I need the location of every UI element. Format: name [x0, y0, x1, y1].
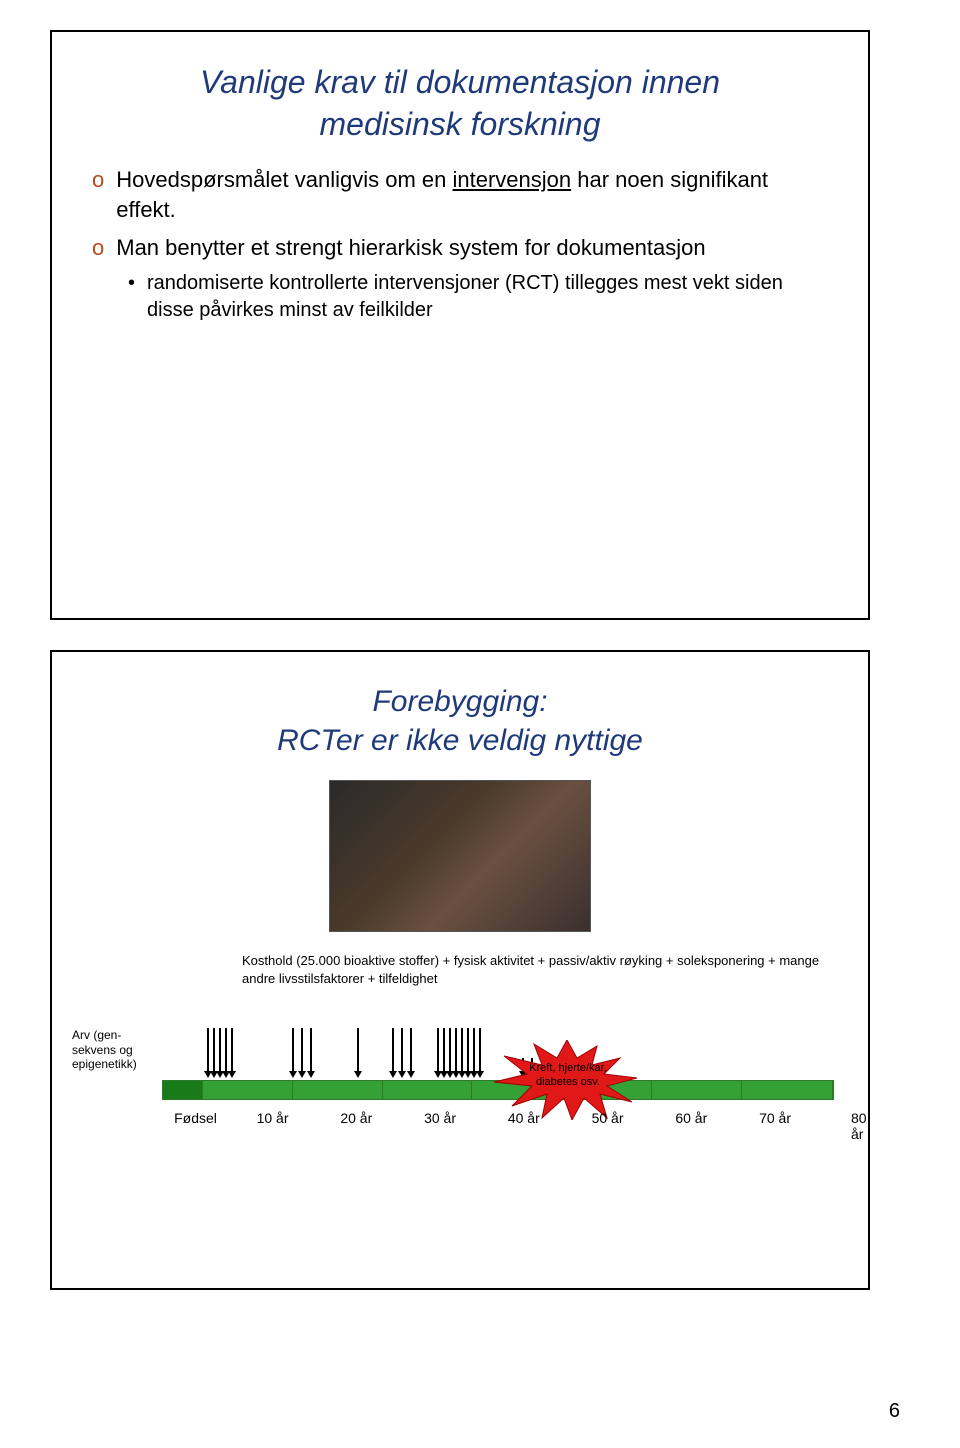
title2-line2: RCTer er ikke veldig nyttige [277, 724, 643, 757]
title-line1: Vanlige krav til dokumentasjon innen [200, 64, 720, 100]
page-number: 6 [889, 1400, 900, 1423]
axis-label: 10 år [257, 1110, 289, 1126]
axis-label: 70 år [759, 1110, 791, 1126]
bullet-2-sub-text: randomiserte kontrollerte intervensjoner… [147, 270, 828, 324]
arv-l3: epigenetikk) [72, 1057, 137, 1071]
arrow-icon [467, 1028, 469, 1072]
arrow-icon [219, 1028, 221, 1072]
arrow-icon [449, 1028, 451, 1072]
arrow-icon [392, 1028, 394, 1072]
bullet-2-sub: • randomiserte kontrollerte intervensjon… [128, 270, 828, 324]
arrow-icon [461, 1028, 463, 1072]
bar-segment [293, 1081, 383, 1099]
starburst-text: Kreft, hjerte/kar, diabetes osv. [508, 1062, 628, 1088]
bullet1-underlined: intervensjon [453, 167, 572, 192]
arrow-icon [213, 1028, 215, 1072]
axis-label: 50 år [592, 1110, 624, 1126]
arrow-icon [473, 1028, 475, 1072]
arrow-icon [310, 1028, 312, 1072]
arrow-icon [225, 1028, 227, 1072]
dot-marker: • [128, 270, 135, 297]
slide-2: Forebygging: RCTer er ikke veldig nyttig… [50, 650, 870, 1290]
axis-label: 80 år [851, 1110, 867, 1142]
bar-segment [742, 1081, 833, 1099]
slide2-title: Forebygging: RCTer er ikke veldig nyttig… [92, 682, 828, 760]
arv-l2: sekvens og [72, 1043, 133, 1057]
photo-placeholder [329, 780, 591, 932]
bar-segment [203, 1081, 293, 1099]
arrow-icon [479, 1028, 481, 1072]
lifecourse-diagram: Arv (gen- sekvens og epigenetikk) Kreft,… [92, 998, 828, 1178]
axis-label: 20 år [340, 1110, 372, 1126]
bullet-marker: o [92, 165, 104, 195]
sb-l1: Kreft, hjerte/kar, [529, 1062, 607, 1074]
arrow-icon [437, 1028, 439, 1072]
axis-label: 30 år [424, 1110, 456, 1126]
bullet-1-text: Hovedspørsmålet vanligvis om en interven… [116, 165, 828, 224]
title-line2: medisinsk forskning [320, 106, 601, 142]
bullet-1: o Hovedspørsmålet vanligvis om en interv… [92, 165, 828, 224]
bullet-2: o Man benytter et strengt hierarkisk sys… [92, 233, 828, 263]
bullet-marker: o [92, 233, 104, 263]
bullet1-pre: Hovedspørsmålet vanligvis om en [116, 167, 452, 192]
starburst: Kreft, hjerte/kar, diabetes osv. [492, 1040, 642, 1120]
arrow-icon [401, 1028, 403, 1072]
arrow-icon [443, 1028, 445, 1072]
slide1-title: Vanlige krav til dokumentasjon innen med… [92, 62, 828, 145]
arv-l1: Arv (gen- [72, 1028, 121, 1042]
arv-label: Arv (gen- sekvens og epigenetikk) [72, 1028, 137, 1071]
arrow-icon [301, 1028, 303, 1072]
arrow-icon [207, 1028, 209, 1072]
arrow-icon [455, 1028, 457, 1072]
sb-l2: diabetes osv. [536, 1076, 600, 1088]
axis-label: 40 år [508, 1110, 540, 1126]
axis-label: 60 år [675, 1110, 707, 1126]
caption: Kosthold (25.000 bioaktive stoffer) + fy… [242, 952, 828, 988]
title2-line1: Forebygging: [372, 685, 547, 718]
arrow-icon [292, 1028, 294, 1072]
slide-1: Vanlige krav til dokumentasjon innen med… [50, 30, 870, 620]
bar-segment [163, 1081, 203, 1099]
bar-segment [383, 1081, 473, 1099]
arrow-icon [231, 1028, 233, 1072]
bullet-2-text: Man benytter et strengt hierarkisk syste… [116, 233, 705, 263]
arrow-icon [357, 1028, 359, 1072]
bar-segment [652, 1081, 742, 1099]
axis-label: Fødsel [174, 1110, 217, 1126]
arrow-icon [410, 1028, 412, 1072]
